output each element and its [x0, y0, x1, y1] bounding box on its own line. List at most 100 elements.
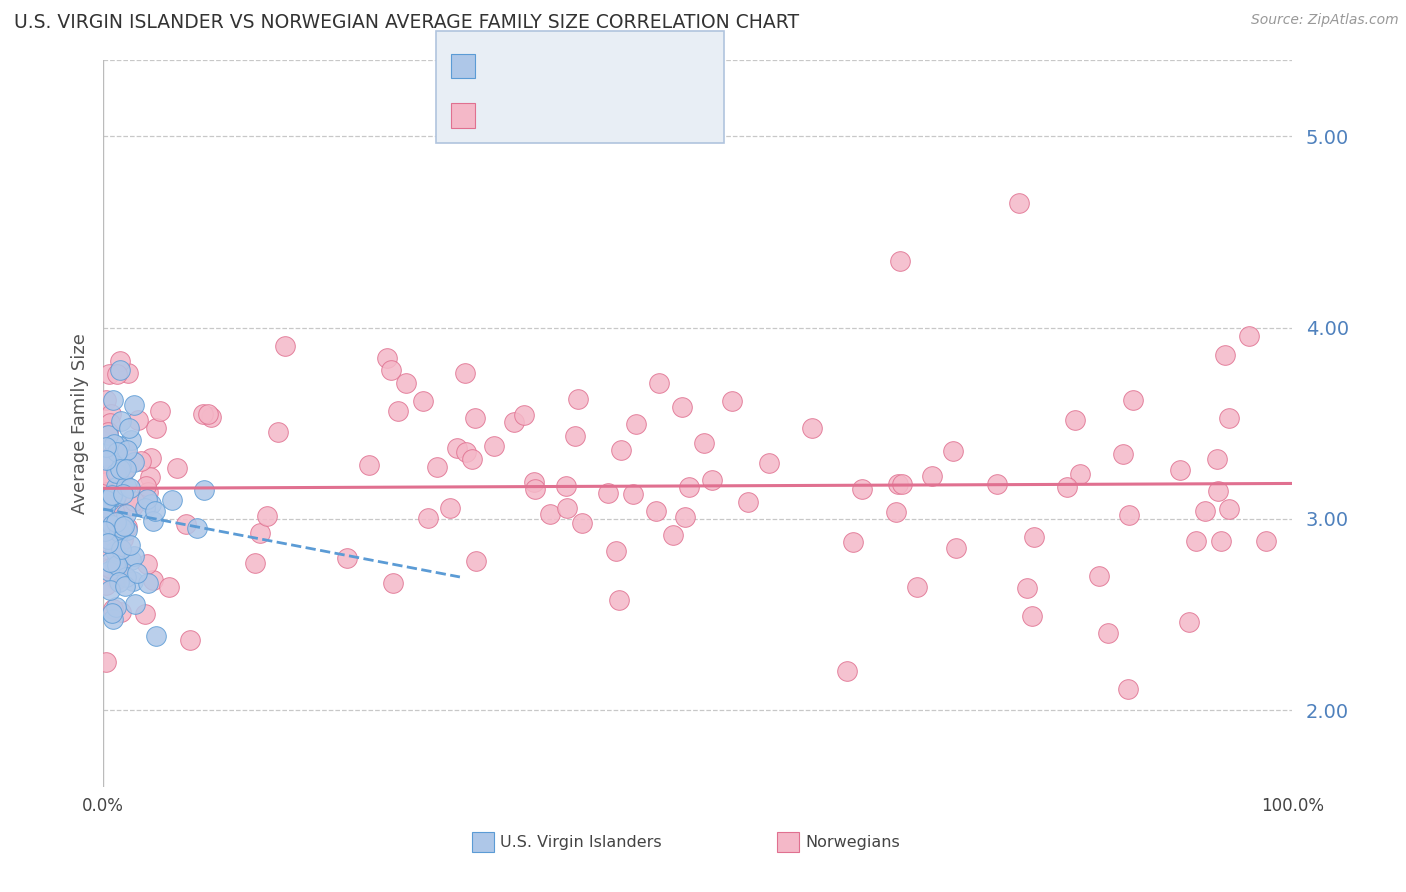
- Point: [610, 442, 633, 457]
- Point: [97, 428, 120, 442]
- Point: [1069, 467, 1091, 482]
- Point: [122, 454, 145, 468]
- Point: [107, 467, 129, 481]
- Point: [100, 488, 122, 502]
- Point: [122, 549, 145, 564]
- Point: [464, 410, 486, 425]
- Point: [945, 541, 967, 556]
- Point: [567, 392, 589, 406]
- Point: [111, 516, 134, 530]
- Point: [108, 574, 131, 589]
- Point: [921, 469, 943, 483]
- Point: [141, 450, 163, 465]
- Point: [538, 507, 561, 521]
- Point: [461, 452, 484, 467]
- Point: [453, 366, 475, 380]
- Point: [94, 484, 117, 499]
- Text: 72: 72: [631, 57, 655, 75]
- Point: [160, 493, 183, 508]
- Point: [661, 528, 683, 542]
- Point: [101, 393, 124, 408]
- Point: [1194, 504, 1216, 518]
- Point: [101, 488, 124, 502]
- Point: [375, 351, 398, 366]
- Point: [105, 466, 128, 480]
- Point: [571, 516, 593, 531]
- Point: [136, 492, 159, 507]
- Point: [100, 416, 122, 430]
- Point: [800, 421, 823, 435]
- Point: [1063, 413, 1085, 427]
- Text: -0.061: -0.061: [526, 106, 588, 124]
- Point: [96, 468, 118, 483]
- Point: [118, 421, 141, 435]
- Point: [114, 570, 136, 584]
- Point: [193, 407, 215, 421]
- Point: [100, 528, 122, 542]
- Point: [598, 486, 620, 500]
- Point: [101, 489, 124, 503]
- Point: [503, 415, 526, 429]
- Point: [97, 533, 120, 547]
- Point: [112, 519, 135, 533]
- Point: [143, 504, 166, 518]
- Point: [110, 414, 132, 428]
- Point: [101, 602, 124, 616]
- Point: [564, 429, 586, 443]
- Point: [891, 476, 914, 491]
- Point: [136, 485, 159, 500]
- Point: [98, 516, 121, 530]
- Point: [100, 454, 122, 468]
- Point: [605, 544, 627, 558]
- Point: [101, 612, 124, 626]
- Point: [359, 458, 381, 473]
- Point: [142, 514, 165, 528]
- Point: [96, 475, 118, 489]
- Point: [554, 479, 576, 493]
- Point: [105, 480, 128, 494]
- Point: [905, 580, 928, 594]
- Point: [134, 607, 156, 621]
- Point: [120, 538, 142, 552]
- Point: [96, 533, 118, 548]
- Point: [127, 413, 149, 427]
- Point: [887, 477, 910, 491]
- Point: [96, 510, 118, 524]
- Point: [97, 536, 120, 550]
- Point: [101, 459, 124, 474]
- Point: [104, 599, 127, 614]
- Text: N=: N=: [600, 106, 634, 124]
- Point: [139, 497, 162, 511]
- Text: N=: N=: [600, 57, 634, 75]
- Point: [145, 420, 167, 434]
- Text: U.S. Virgin Islanders: U.S. Virgin Islanders: [501, 836, 661, 850]
- Point: [104, 573, 127, 587]
- Point: [512, 408, 534, 422]
- Point: [737, 495, 759, 509]
- Point: [104, 515, 127, 529]
- Point: [122, 494, 145, 508]
- Y-axis label: Average Family Size: Average Family Size: [72, 333, 89, 514]
- Point: [105, 558, 128, 573]
- Point: [108, 354, 131, 368]
- Text: Norwegians: Norwegians: [806, 836, 900, 850]
- Point: [1218, 411, 1240, 425]
- Point: [446, 441, 468, 455]
- Point: [94, 423, 117, 437]
- Point: [1213, 348, 1236, 362]
- Point: [692, 436, 714, 450]
- Point: [380, 362, 402, 376]
- Point: [266, 425, 288, 439]
- Point: [1168, 463, 1191, 477]
- Point: [179, 632, 201, 647]
- Point: [197, 407, 219, 421]
- Point: [108, 524, 131, 539]
- Point: [120, 553, 142, 567]
- Point: [1206, 484, 1229, 499]
- Point: [117, 366, 139, 380]
- Point: [115, 507, 138, 521]
- Point: [1087, 569, 1109, 583]
- Point: [100, 527, 122, 541]
- Point: [112, 464, 135, 478]
- Point: [256, 509, 278, 524]
